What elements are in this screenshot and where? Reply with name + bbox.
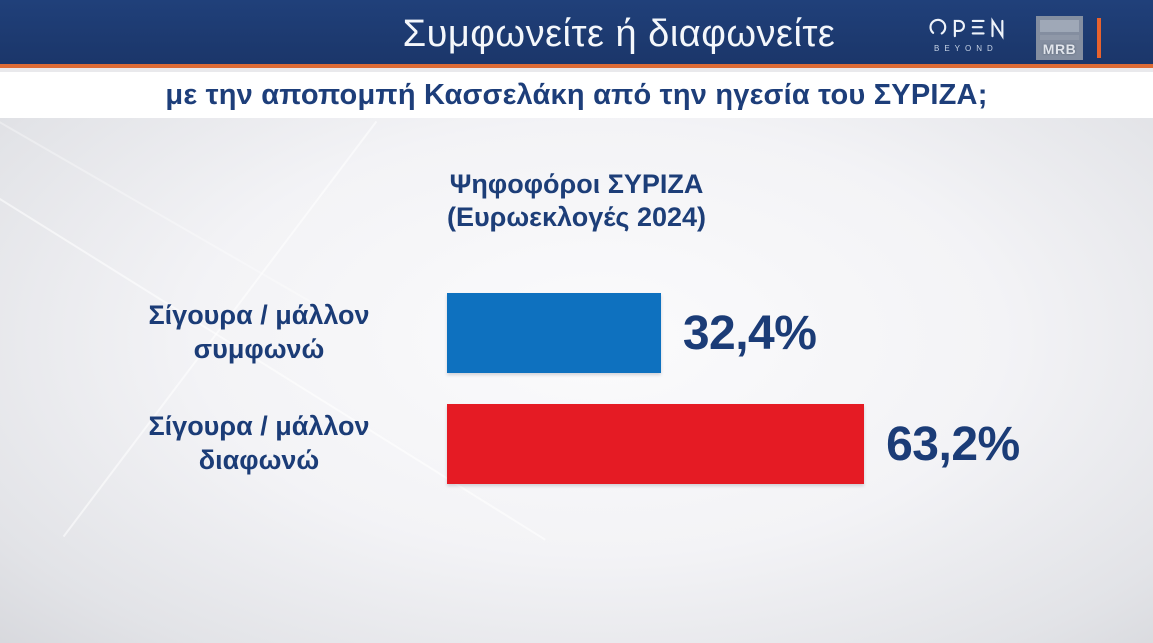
bar-agree <box>447 293 661 373</box>
question-title: Συμφωνείτε ή διαφωνείτε <box>402 12 836 55</box>
bar-category-label: Σίγουρα / μάλλον συμφωνώ <box>148 300 370 364</box>
bar-value-label: 32,4% <box>682 306 817 360</box>
mrb-logo-band <box>1040 20 1079 32</box>
chart-title-line1: Ψηφοφόροι ΣΥΡΙΖΑ <box>449 169 704 199</box>
subtitle-band: με την αποπομπή Κασσελάκη από την ηγεσία… <box>0 72 1153 118</box>
open-logo-tagline: BEYOND <box>934 44 998 53</box>
open-logo-icon <box>929 17 1004 40</box>
question-subtitle: με την αποπομπή Κασσελάκη από την ηγεσία… <box>165 78 988 111</box>
bar-track: 32,4% <box>447 293 1107 373</box>
chart-area: Ψηφοφόροι ΣΥΡΙΖΑ (Ευρωεκλογές 2024) Σίγο… <box>0 118 1153 643</box>
bar-label-column: Σίγουρα / μάλλον διαφωνώ <box>0 410 447 478</box>
orange-divider <box>1097 18 1101 58</box>
mrb-logo-band <box>1040 35 1079 40</box>
chart-title: Ψηφοφόροι ΣΥΡΙΖΑ (Ευρωεκλογές 2024) <box>0 168 1153 234</box>
bar-category-label: Σίγουρα / μάλλον διαφωνώ <box>148 411 370 475</box>
chart-title-line2: (Ευρωεκλογές 2024) <box>446 201 707 232</box>
header-bar: Συμφωνείτε ή διαφωνείτε BEYOND MRB <box>0 0 1153 68</box>
bar-row-disagree: Σίγουρα / μάλλον διαφωνώ 63,2% <box>0 404 1153 484</box>
mrb-logo-text: MRB <box>1042 41 1077 57</box>
bar-track: 63,2% <box>447 404 1107 484</box>
mrb-logo: MRB <box>1036 16 1083 60</box>
open-beyond-logo: BEYOND <box>928 14 1014 56</box>
bar-label-column: Σίγουρα / μάλλον συμφωνώ <box>0 299 447 367</box>
bar-value-label: 63,2% <box>886 417 1020 471</box>
bar-row-agree: Σίγουρα / μάλλον συμφωνώ 32,4% <box>0 293 1153 373</box>
bar-disagree <box>447 404 865 484</box>
bar-chart: Σίγουρα / μάλλον συμφωνώ 32,4% Σίγουρα / μ… <box>0 293 1153 515</box>
